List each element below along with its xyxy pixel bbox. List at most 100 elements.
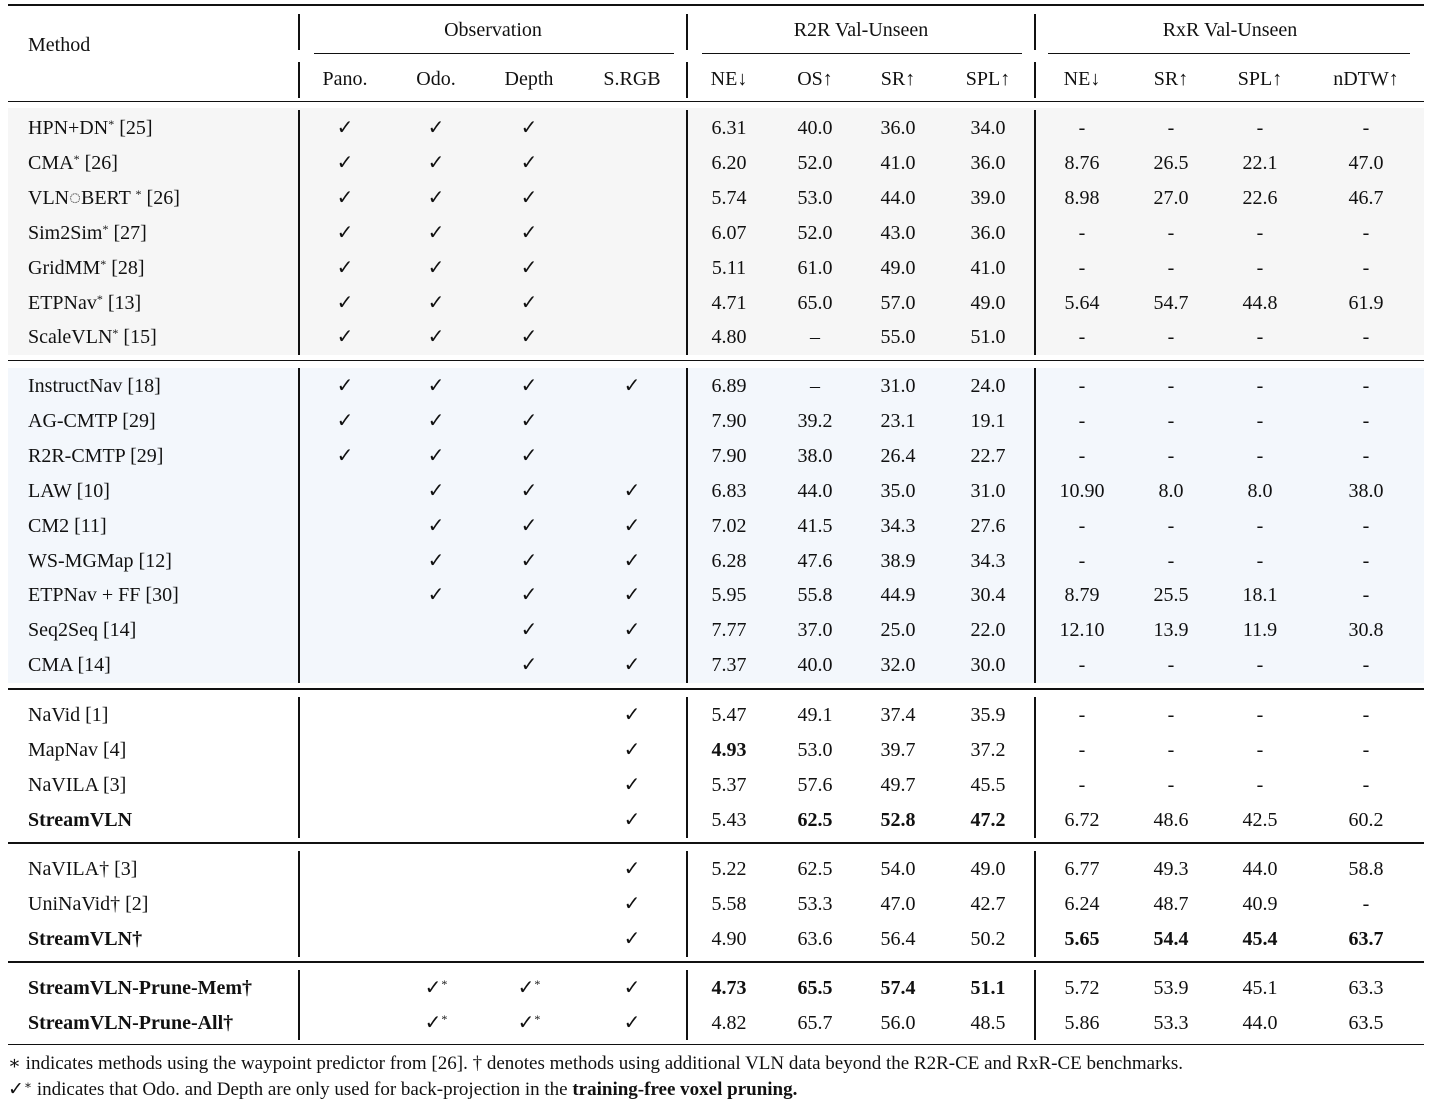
header-column: SR↑ — [880, 68, 916, 90]
metric-value: 52.0 — [797, 221, 833, 244]
metric-value: - — [1256, 221, 1264, 244]
metric-value: 54.0 — [880, 858, 916, 880]
check-mark: ✓ — [427, 221, 445, 244]
metric-value: 63.7 — [1348, 927, 1384, 950]
metric-value: 49.0 — [970, 291, 1006, 314]
metric-value: 27.6 — [970, 514, 1006, 537]
metric-value: 8.76 — [1064, 151, 1100, 174]
check-mark: ✓ — [520, 291, 538, 314]
method-name: GridMM* [28] — [28, 256, 145, 279]
check-mark: ✓ — [336, 151, 354, 174]
check-mark: ✓ — [427, 409, 445, 432]
metric-value: 5.58 — [711, 892, 747, 915]
metric-value: 45.5 — [970, 773, 1006, 796]
check-mark: ✓ — [336, 221, 354, 244]
metric-value: 62.5 — [797, 808, 833, 831]
check-mark: ✓ — [520, 326, 538, 349]
metric-value: 31.0 — [970, 479, 1006, 502]
metric-value: 40.0 — [797, 654, 833, 677]
check-mark: ✓ — [520, 375, 538, 397]
header-column: NE↓ — [1063, 68, 1101, 90]
metric-value: 44.0 — [880, 186, 916, 209]
check-mark: ✓ — [336, 117, 354, 139]
check-mark: ✓* — [424, 1011, 448, 1034]
metric-value: 22.7 — [970, 444, 1006, 467]
method-name: WS-MGMap [12] — [28, 549, 172, 572]
metric-value: 13.9 — [1153, 619, 1189, 642]
metric-value: 5.95 — [711, 584, 747, 607]
footnote-check: ✓ — [8, 1079, 24, 1100]
method-name: NaVILA† [3] — [28, 858, 138, 880]
metric-value: 5.22 — [711, 858, 747, 880]
header-column: OS↑ — [797, 68, 833, 90]
metric-value: - — [1078, 514, 1086, 537]
metric-value: 12.10 — [1059, 619, 1105, 642]
metric-value: - — [1362, 514, 1370, 537]
header-group-underline — [314, 53, 674, 54]
metric-value: - — [1256, 773, 1264, 796]
method-name: CM2 [11] — [28, 514, 107, 537]
method-name: CMA* [26] — [28, 151, 118, 174]
column-separator — [686, 368, 688, 683]
metric-value: - — [1078, 326, 1086, 349]
metric-value: - — [1167, 256, 1175, 279]
metric-value: 5.64 — [1064, 291, 1100, 314]
metric-value: 35.0 — [880, 479, 916, 502]
metric-value: - — [1256, 375, 1264, 397]
method-sup: * — [73, 151, 80, 166]
metric-value: 39.7 — [880, 738, 916, 761]
metric-value: 6.20 — [711, 151, 747, 174]
metric-value: - — [1362, 584, 1370, 607]
metric-value: 4.80 — [711, 326, 747, 349]
metric-value: 7.90 — [711, 444, 747, 467]
header-group: RxR Val-Unseen — [1162, 19, 1298, 41]
footnote-1: ∗ indicates methods using the waypoint p… — [8, 1053, 1184, 1074]
header-column: Pano. — [322, 68, 368, 90]
header-separator — [1034, 14, 1036, 50]
metric-value: 27.0 — [1153, 186, 1189, 209]
check-mark: ✓ — [623, 375, 641, 397]
check-mark: ✓ — [623, 479, 641, 502]
check-mark: ✓ — [427, 514, 445, 537]
metric-value: 34.0 — [970, 117, 1006, 139]
method-name: R2R-CMTP [29] — [28, 444, 164, 467]
check-mark: ✓ — [520, 409, 538, 432]
metric-value: - — [1362, 773, 1370, 796]
metric-value: 5.43 — [711, 808, 747, 831]
metric-value: 45.4 — [1242, 927, 1278, 950]
check-mark: ✓ — [336, 256, 354, 279]
metric-value: 56.4 — [880, 927, 916, 950]
metric-value: 38.0 — [797, 444, 833, 467]
metric-value: 10.90 — [1059, 479, 1105, 502]
table-rule — [8, 961, 1424, 963]
method-name: ETPNav* [13] — [28, 291, 142, 314]
check-mark: ✓ — [623, 704, 641, 726]
metric-value: 63.5 — [1348, 1011, 1384, 1034]
column-separator — [298, 970, 300, 1040]
metric-value: 5.72 — [1064, 977, 1100, 999]
metric-value: 60.2 — [1348, 808, 1384, 831]
footnote-2: ✓∗ indicates that Odo. and Depth are onl… — [8, 1078, 797, 1102]
check-sup: * — [534, 1011, 541, 1026]
metric-value: 51.1 — [970, 977, 1006, 999]
header-separator — [686, 62, 688, 98]
check-mark: ✓ — [623, 619, 641, 642]
check-mark: ✓ — [623, 584, 641, 607]
metric-value: 53.9 — [1153, 977, 1189, 999]
method-name: HPN+DN* [25] — [28, 117, 153, 139]
metric-value: 4.93 — [711, 738, 747, 761]
check-mark: ✓ — [427, 326, 445, 349]
column-separator — [1034, 697, 1036, 838]
metric-value: 25.5 — [1153, 584, 1189, 607]
metric-value: 30.4 — [970, 584, 1006, 607]
metric-value: 5.65 — [1064, 927, 1100, 950]
method-name: StreamVLN-Prune-Mem† — [28, 977, 253, 999]
header-column: SPL↑ — [965, 68, 1011, 90]
table-rule — [8, 101, 1424, 102]
metric-value: - — [1362, 892, 1370, 915]
check-mark: ✓ — [520, 444, 538, 467]
check-mark: ✓ — [427, 151, 445, 174]
metric-value: 50.2 — [970, 927, 1006, 950]
column-separator — [1034, 970, 1036, 1040]
